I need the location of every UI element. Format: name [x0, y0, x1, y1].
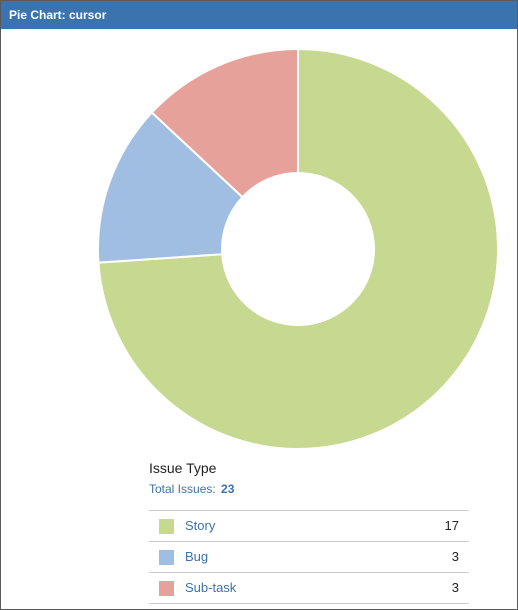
total-issues-label: Total Issues: [149, 482, 216, 496]
story-swatch [159, 519, 174, 534]
legend-table: Story 17 Bug 3 Sub-task 3 [149, 510, 469, 604]
legend-row-story[interactable]: Story 17 [149, 511, 469, 542]
pie-slice-sub-task[interactable] [150, 47, 299, 199]
pie-chart [97, 47, 499, 450]
legend-title: Issue Type [149, 460, 217, 476]
pie-slice-story[interactable] [97, 47, 499, 450]
total-issues: Total Issues: 23 [149, 480, 469, 498]
legend-row-bug[interactable]: Bug 3 [149, 542, 469, 573]
legend-label-story[interactable]: Story [185, 518, 216, 533]
legend-row-sub-task[interactable]: Sub-task 3 [149, 573, 469, 604]
bug-swatch [159, 550, 174, 565]
legend-count-story: 17 [444, 518, 459, 533]
pie-slice-bug[interactable] [97, 111, 244, 264]
legend-label-bug[interactable]: Bug [185, 549, 209, 564]
legend: Issue Type Total Issues: 23 Story 17 Bug… [149, 458, 469, 604]
legend-count-sub-task: 3 [451, 580, 459, 595]
gadget-title: Pie Chart: cursor [1, 1, 517, 29]
legend-label-sub-task[interactable]: Sub-task [185, 580, 237, 595]
total-issues-count: 23 [221, 482, 235, 496]
sub-task-swatch [159, 581, 174, 596]
legend-count-bug: 3 [451, 549, 459, 564]
